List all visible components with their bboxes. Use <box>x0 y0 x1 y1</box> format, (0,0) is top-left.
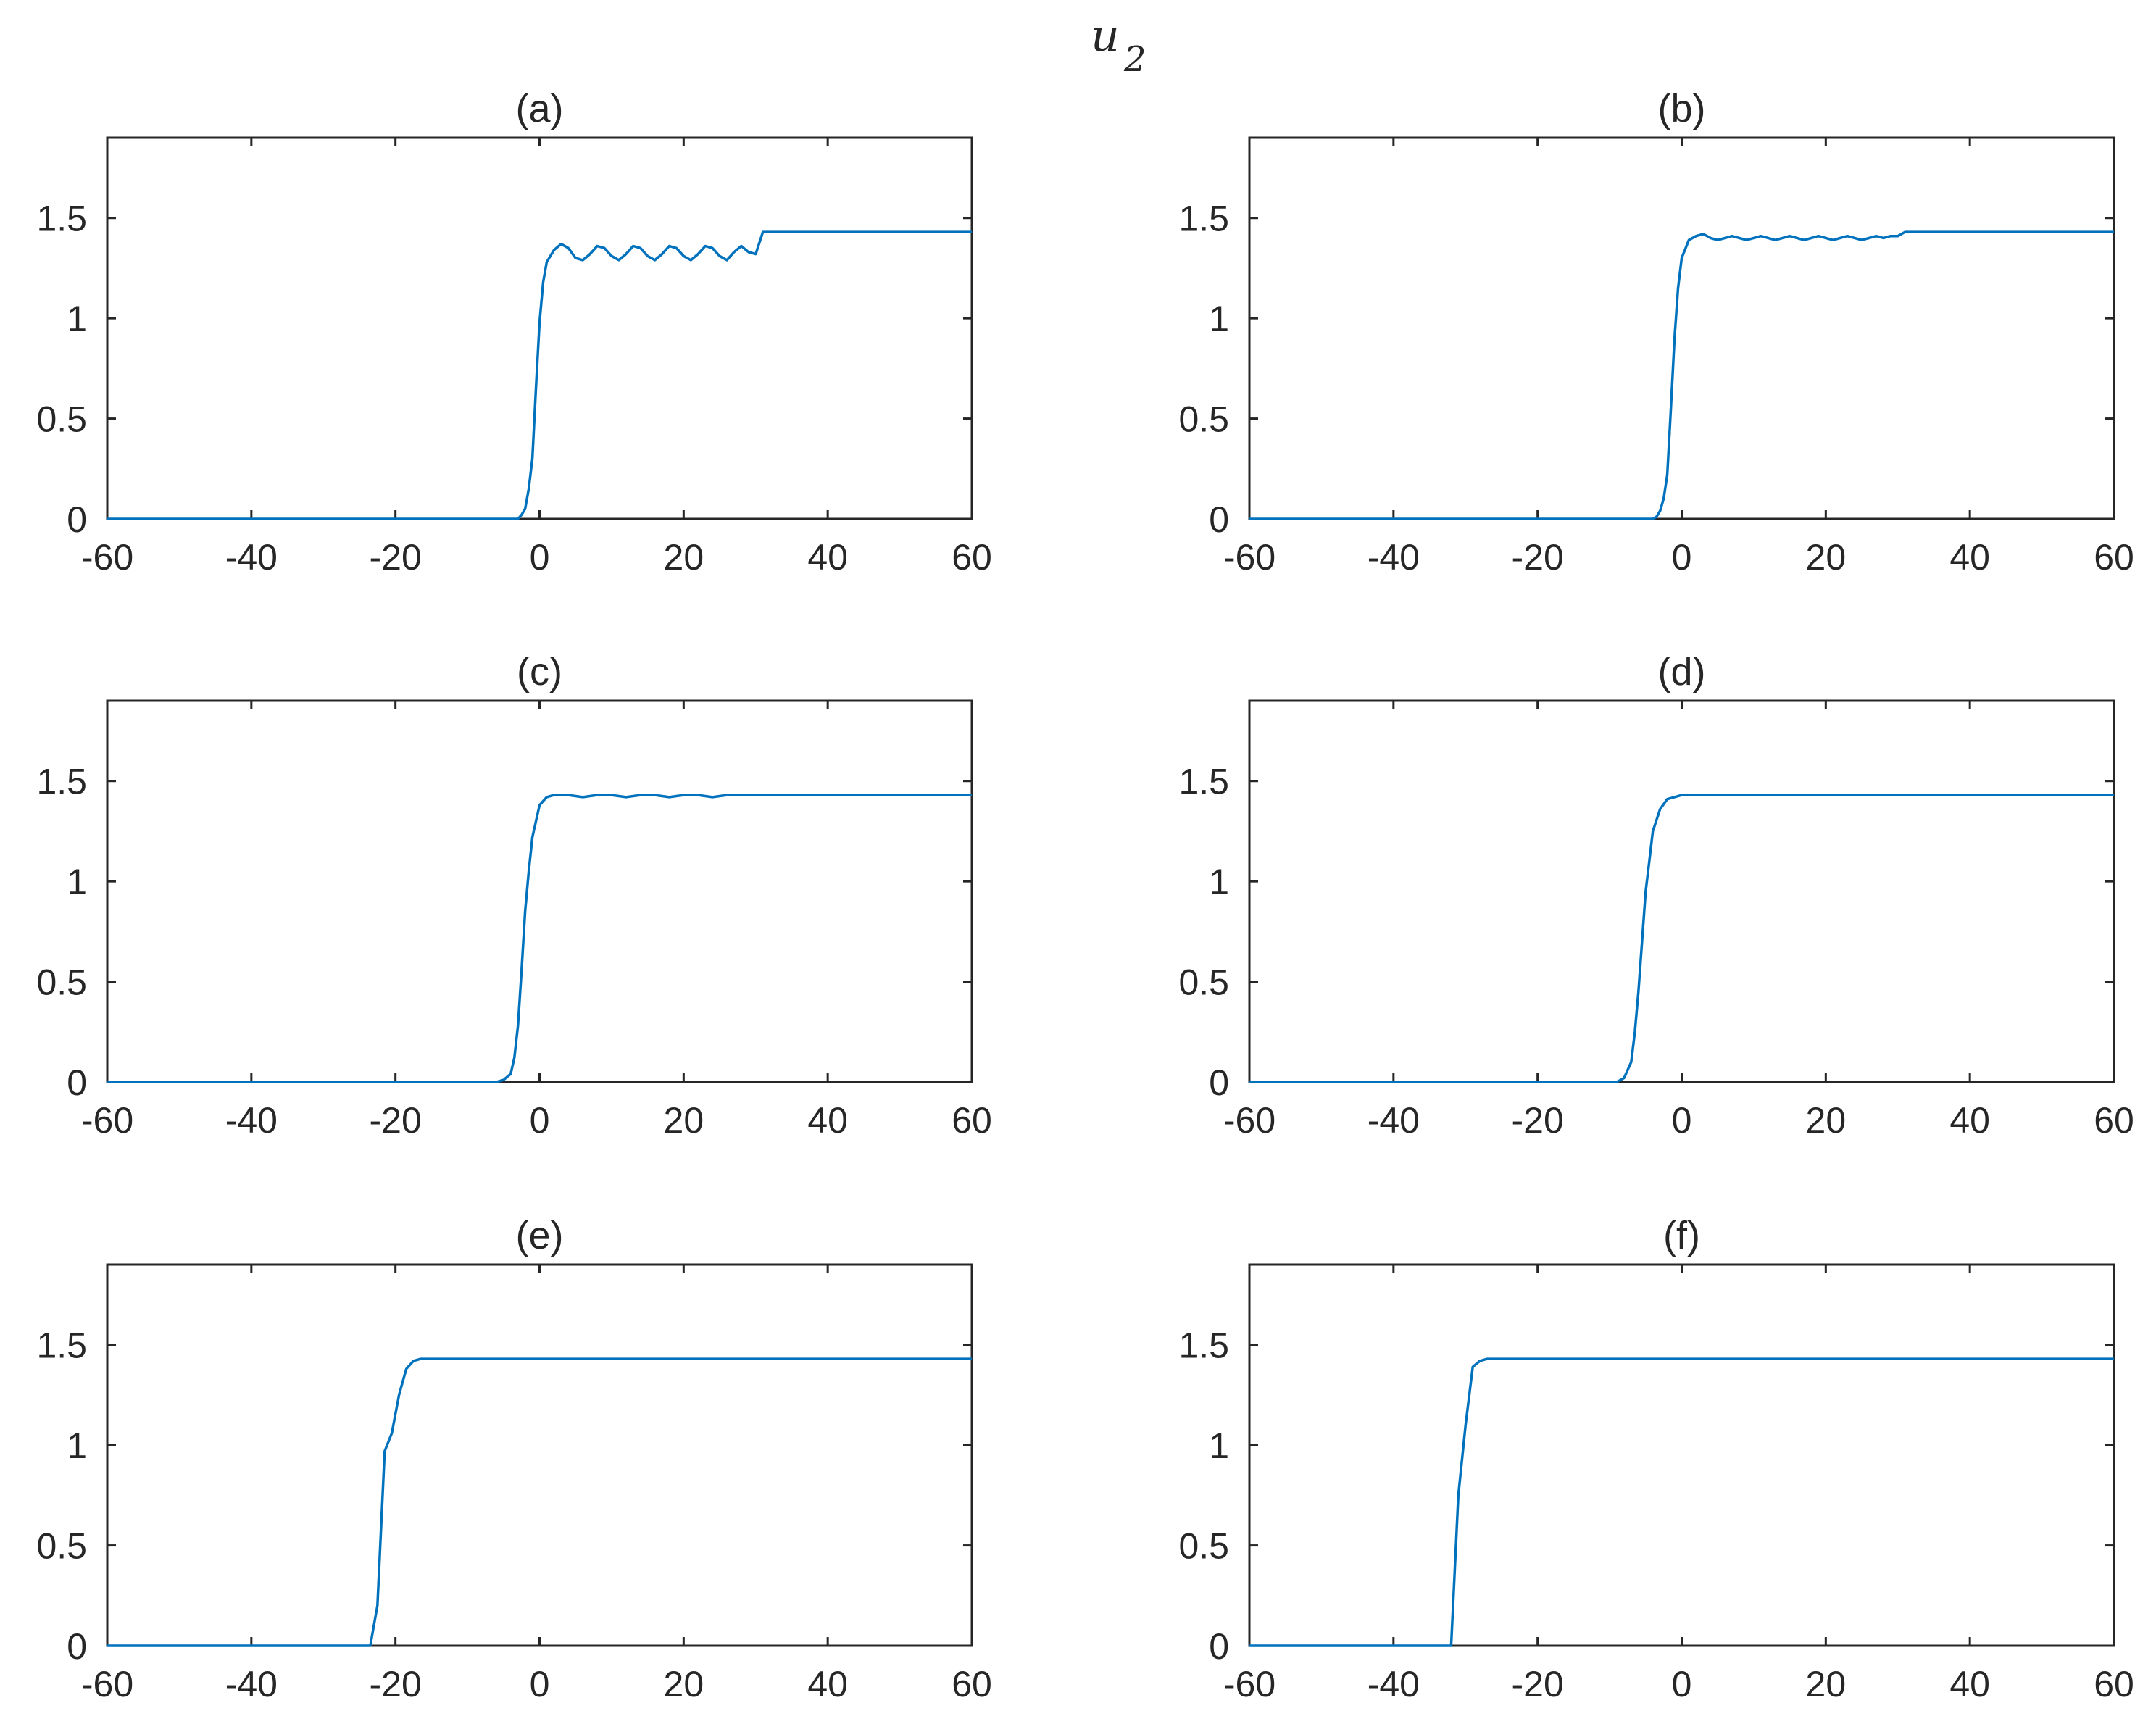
x-tick-label: -20 <box>1512 1664 1564 1704</box>
x-tick-label: 20 <box>1806 1100 1847 1141</box>
x-tick-label: -40 <box>1368 1100 1420 1141</box>
x-tick-label: 40 <box>807 537 848 578</box>
x-tick-label: -20 <box>370 1100 422 1141</box>
x-tick-label: -40 <box>1368 537 1420 578</box>
x-tick-label: 40 <box>807 1664 848 1704</box>
x-tick-label: 60 <box>952 1100 992 1141</box>
x-tick-label: 20 <box>1806 1664 1847 1704</box>
subplot-title: (e) <box>516 1214 564 1257</box>
figure-title-subscript: 2 <box>1123 39 1146 80</box>
y-tick-label: 1 <box>1209 862 1229 902</box>
subplot-title: (c) <box>517 650 562 694</box>
x-tick-label: 60 <box>2094 537 2134 578</box>
y-tick-label: 1.5 <box>36 1325 87 1366</box>
subplot-d: (d) -60 -40 -20 0 20 40 60 0 0.5 1 1.5 <box>1178 650 2134 1141</box>
x-tick-label: 40 <box>807 1100 848 1141</box>
x-tick-label: -40 <box>225 537 278 578</box>
series-line <box>107 230 972 520</box>
x-tick-label: 40 <box>1949 537 1990 578</box>
y-tick-label: 0.5 <box>1178 962 1229 1003</box>
subplot-f: (f) -60 -40 -20 0 20 40 60 0 0.5 1 1.5 <box>1178 1214 2134 1704</box>
x-tick-label: 0 <box>530 1100 550 1141</box>
y-tick-label: 0.5 <box>36 1526 87 1567</box>
y-tick-label: 1.5 <box>1178 1325 1229 1366</box>
subplot-title: (f) <box>1663 1214 1700 1257</box>
subplot-title: (d) <box>1658 650 1706 694</box>
y-tick-label: 0 <box>67 1626 87 1667</box>
y-tick-label: 0 <box>1209 1062 1229 1103</box>
x-tick-label: 0 <box>1672 1664 1692 1704</box>
y-tick-label: 1.5 <box>1178 199 1229 239</box>
x-tick-label: -20 <box>1512 1100 1564 1141</box>
y-tick-label: 0.5 <box>36 962 87 1003</box>
subplot-b: (b) -60 -40 -20 0 20 40 60 0 0.5 1 1.5 <box>1178 87 2134 578</box>
y-tick-label: 0 <box>1209 499 1229 540</box>
x-tick-label: 20 <box>1806 537 1847 578</box>
subplot-c: (c) -60 -40 -20 0 20 40 60 0 0.5 1 1.5 <box>36 650 991 1141</box>
y-tick-label: 0.5 <box>1178 1526 1229 1567</box>
subplot-a: (a) -60 -40 -20 0 20 40 60 0 0.5 1 1.5 <box>36 87 991 578</box>
series-line <box>107 1357 972 1647</box>
figure-title-main: u <box>1091 9 1120 62</box>
series-line <box>1249 1357 2114 1647</box>
y-tick-label: 1 <box>67 299 87 339</box>
subplot-e: (e) -60 -40 -20 0 20 40 60 0 0.5 1 1.5 <box>36 1214 991 1704</box>
y-tick-label: 1 <box>67 862 87 902</box>
x-tick-label: -60 <box>1223 1100 1275 1141</box>
x-tick-label: -40 <box>225 1100 278 1141</box>
x-tick-label: 60 <box>2094 1664 2134 1704</box>
subplot-title: (b) <box>1658 87 1706 130</box>
x-tick-label: -20 <box>370 537 422 578</box>
y-tick-label: 1 <box>67 1425 87 1466</box>
y-tick-label: 0 <box>67 499 87 540</box>
x-tick-label: 40 <box>1949 1664 1990 1704</box>
y-tick-label: 1.5 <box>1178 762 1229 802</box>
y-tick-label: 0.5 <box>1178 399 1229 440</box>
x-tick-label: -60 <box>81 1664 133 1704</box>
x-tick-label: 60 <box>952 1664 992 1704</box>
x-tick-label: 0 <box>1672 1100 1692 1141</box>
y-tick-label: 1 <box>1209 1425 1229 1466</box>
x-tick-label: -40 <box>1368 1664 1420 1704</box>
x-tick-label: 0 <box>530 537 550 578</box>
subplot-title: (a) <box>516 87 564 130</box>
x-tick-label: -60 <box>81 1100 133 1141</box>
x-tick-label: 0 <box>530 1664 550 1704</box>
y-tick-label: 1.5 <box>36 199 87 239</box>
x-tick-label: 0 <box>1672 537 1692 578</box>
x-tick-label: -60 <box>1223 1664 1275 1704</box>
x-tick-label: -20 <box>1512 537 1564 578</box>
x-tick-label: -20 <box>370 1664 422 1704</box>
subplot-grid: (a) -60 -40 -20 0 20 40 60 0 0.5 1 1.5 (b) -60 -40 -20 0… <box>36 87 2134 1704</box>
series-line <box>107 794 972 1083</box>
y-tick-label: 0 <box>1209 1626 1229 1667</box>
x-tick-label: 60 <box>952 537 992 578</box>
x-tick-label: 20 <box>664 1100 704 1141</box>
y-tick-label: 1 <box>1209 299 1229 339</box>
y-tick-label: 0 <box>67 1062 87 1103</box>
y-tick-label: 1.5 <box>36 762 87 802</box>
y-tick-label: 0.5 <box>36 399 87 440</box>
x-tick-label: -60 <box>81 537 133 578</box>
series-line <box>1249 794 2114 1083</box>
x-tick-label: 20 <box>664 537 704 578</box>
x-tick-label: 60 <box>2094 1100 2134 1141</box>
x-tick-label: -40 <box>225 1664 278 1704</box>
x-tick-label: 40 <box>1949 1100 1990 1141</box>
x-tick-label: 20 <box>664 1664 704 1704</box>
x-tick-label: -60 <box>1223 537 1275 578</box>
series-line <box>1249 230 2114 520</box>
